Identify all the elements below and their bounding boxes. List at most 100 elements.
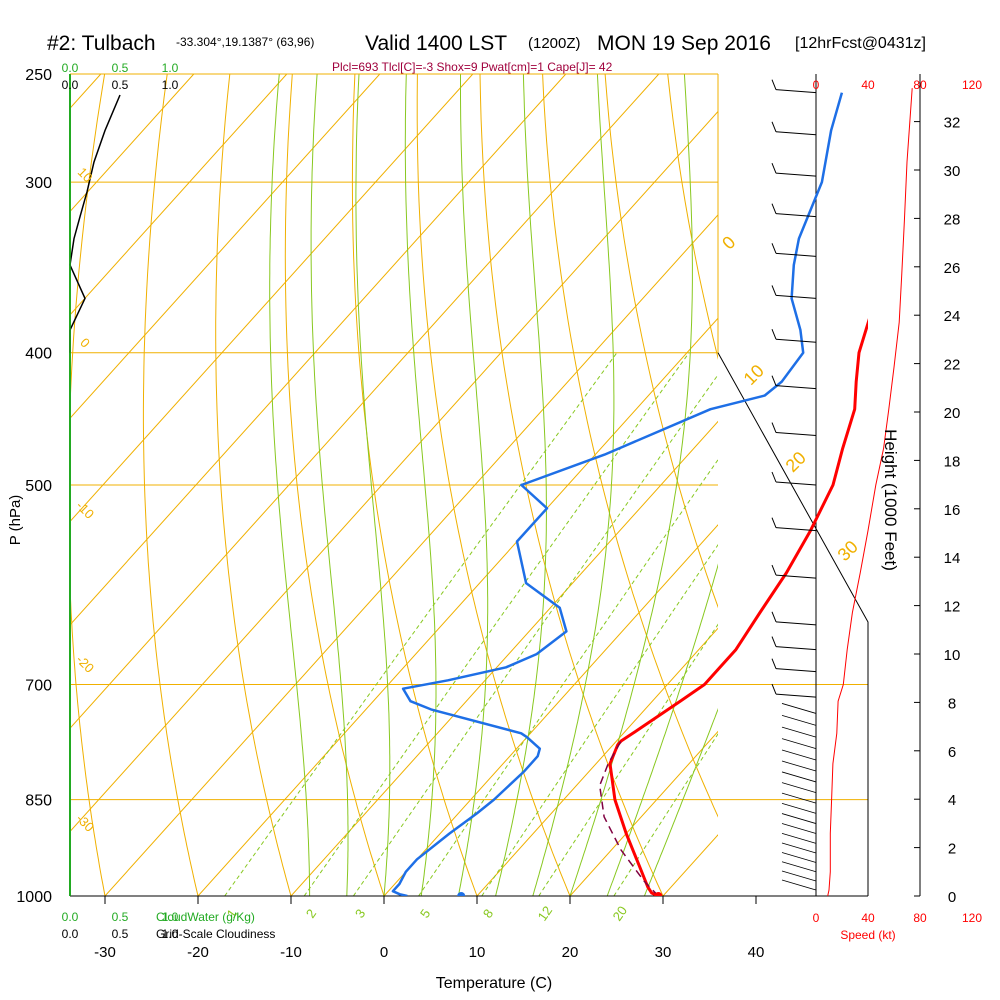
x-tick-label: -20	[187, 944, 209, 961]
surface-temperature-dot	[654, 892, 663, 896]
cloud-water-top-label: 1.0	[162, 61, 179, 75]
dry-adiabat-line	[851, 50, 1000, 925]
mixing-ratio-label: 2	[303, 906, 319, 921]
wind-barb	[781, 861, 817, 873]
isotherm-line	[70, 74, 567, 626]
isotherm-line	[70, 74, 381, 419]
wind-barb-flag	[771, 285, 777, 296]
wind-speed-top-label: 80	[913, 78, 927, 92]
height-tick-label: 2	[948, 841, 956, 858]
x-tick-label: 30	[655, 944, 672, 961]
wind-speed-top-label: 120	[962, 78, 982, 92]
dry-adiabat-line	[416, 74, 571, 896]
wind-barb-flag	[771, 422, 777, 433]
moist-adiabat-line	[643, 707, 718, 896]
surface-dewpoint-dot	[457, 892, 466, 896]
moist-adiabat-line	[310, 74, 349, 896]
pressure-tick-label: 250	[25, 67, 52, 84]
dry-adiabat-line	[604, 74, 718, 609]
isotherm-line	[70, 74, 660, 729]
wind-barb-flag	[771, 658, 777, 669]
height-tick-label: 22	[944, 357, 961, 374]
isotherm-line	[849, 74, 1000, 896]
wind-barb	[781, 852, 817, 863]
isotherm-line	[290, 420, 718, 896]
mixing-ratio-label: 5	[417, 906, 433, 921]
dry-adiabat-line	[142, 74, 199, 896]
valid-date: MON 19 Sep 2016	[597, 32, 771, 55]
wind-barb-flag	[771, 683, 777, 695]
wind-barb-flag	[771, 162, 777, 174]
pressure-tick-label: 500	[25, 478, 52, 495]
dry-adiabat-label: 30	[834, 537, 862, 565]
wind-barb	[775, 252, 817, 257]
wind-speed-bottom-label: 0	[813, 911, 820, 925]
dry-adiabat-label: 10	[740, 361, 768, 389]
wind-section	[771, 79, 913, 897]
dewpoint-line	[391, 92, 844, 896]
pressure-tick-label: 300	[25, 175, 52, 192]
wind-barb	[775, 213, 817, 218]
wind-barb	[781, 771, 817, 783]
wind-barb-flag	[771, 121, 777, 132]
dry-adiabat-line	[974, 50, 1000, 925]
dry-adiabat-label: 20	[782, 448, 810, 476]
wind-barb	[781, 879, 817, 891]
wind-barb	[775, 527, 817, 532]
mixing-ratio-line	[613, 732, 718, 896]
wind-barb-flag	[771, 375, 777, 386]
wind-boundary	[717, 352, 869, 896]
x-tick-label: 40	[748, 944, 765, 961]
height-tick-label: 8	[948, 695, 956, 712]
wind-speed-top-label: 0	[813, 78, 820, 92]
cloud-water-top-label: 0.5	[112, 61, 129, 75]
cloud-water-bottom-label: 0.5	[112, 910, 129, 924]
wind-barb	[781, 870, 817, 882]
height-tick-label: 14	[944, 550, 961, 567]
cloud-profiles	[69, 74, 121, 896]
wind-barb	[781, 760, 817, 772]
cloudiness-top-label: 0.0	[62, 78, 79, 92]
cloudiness-top-label: 1.0	[162, 78, 179, 92]
cloudiness-bottom-label: 0.5	[112, 927, 129, 941]
mixing-ratio-line	[481, 543, 718, 896]
wind-barb	[781, 703, 817, 714]
height-tick-label: 0	[948, 889, 956, 906]
moist-adiabat-line	[532, 74, 615, 896]
station-coords: -33.304°,19.1387° (63,96)	[176, 35, 314, 49]
height-tick-label: 16	[944, 502, 961, 519]
height-tick-label: 28	[944, 211, 961, 228]
wind-barb-flag	[771, 329, 777, 340]
wind-speed-axis-title: Speed (kt)	[840, 928, 895, 942]
mixing-ratio-label: 12	[535, 903, 556, 923]
wind-barb	[781, 715, 817, 726]
dry-adiabat-line	[542, 74, 718, 818]
height-tick-label: 18	[944, 453, 961, 470]
wind-barb	[775, 646, 817, 651]
isotherm-line	[70, 74, 474, 523]
y-axis-title: P (hPa)	[7, 495, 24, 546]
wind-barb	[781, 832, 817, 844]
dry-adiabat-line	[667, 74, 718, 360]
height-tick-label: 4	[948, 792, 956, 809]
sounding-series	[391, 92, 868, 896]
wind-barb	[781, 813, 817, 824]
cloud-water-bottom-label: 0.0	[62, 910, 79, 924]
pressure-tick-label: 850	[25, 793, 52, 810]
isotherm-line	[197, 317, 718, 896]
station-title: #2: Tulbach	[47, 32, 156, 55]
moist-adiabat-line	[404, 74, 437, 896]
x-tick-label: 20	[562, 944, 579, 961]
mixing-ratio-label: 8	[480, 906, 496, 921]
dry-adiabat-label: 0	[718, 232, 739, 253]
moist-adiabat-line	[606, 563, 718, 896]
dry-adiabat-lines	[70, 50, 1000, 925]
dry-adiabat-line	[351, 74, 478, 896]
mixing-ratio-label: 3	[352, 906, 368, 921]
wind-barb	[775, 621, 817, 626]
temperature-line	[608, 318, 868, 896]
moist-adiabat-line	[269, 74, 311, 896]
forecast-info: [12hrFcst@0431z]	[795, 35, 926, 52]
wind-barb	[781, 823, 817, 834]
